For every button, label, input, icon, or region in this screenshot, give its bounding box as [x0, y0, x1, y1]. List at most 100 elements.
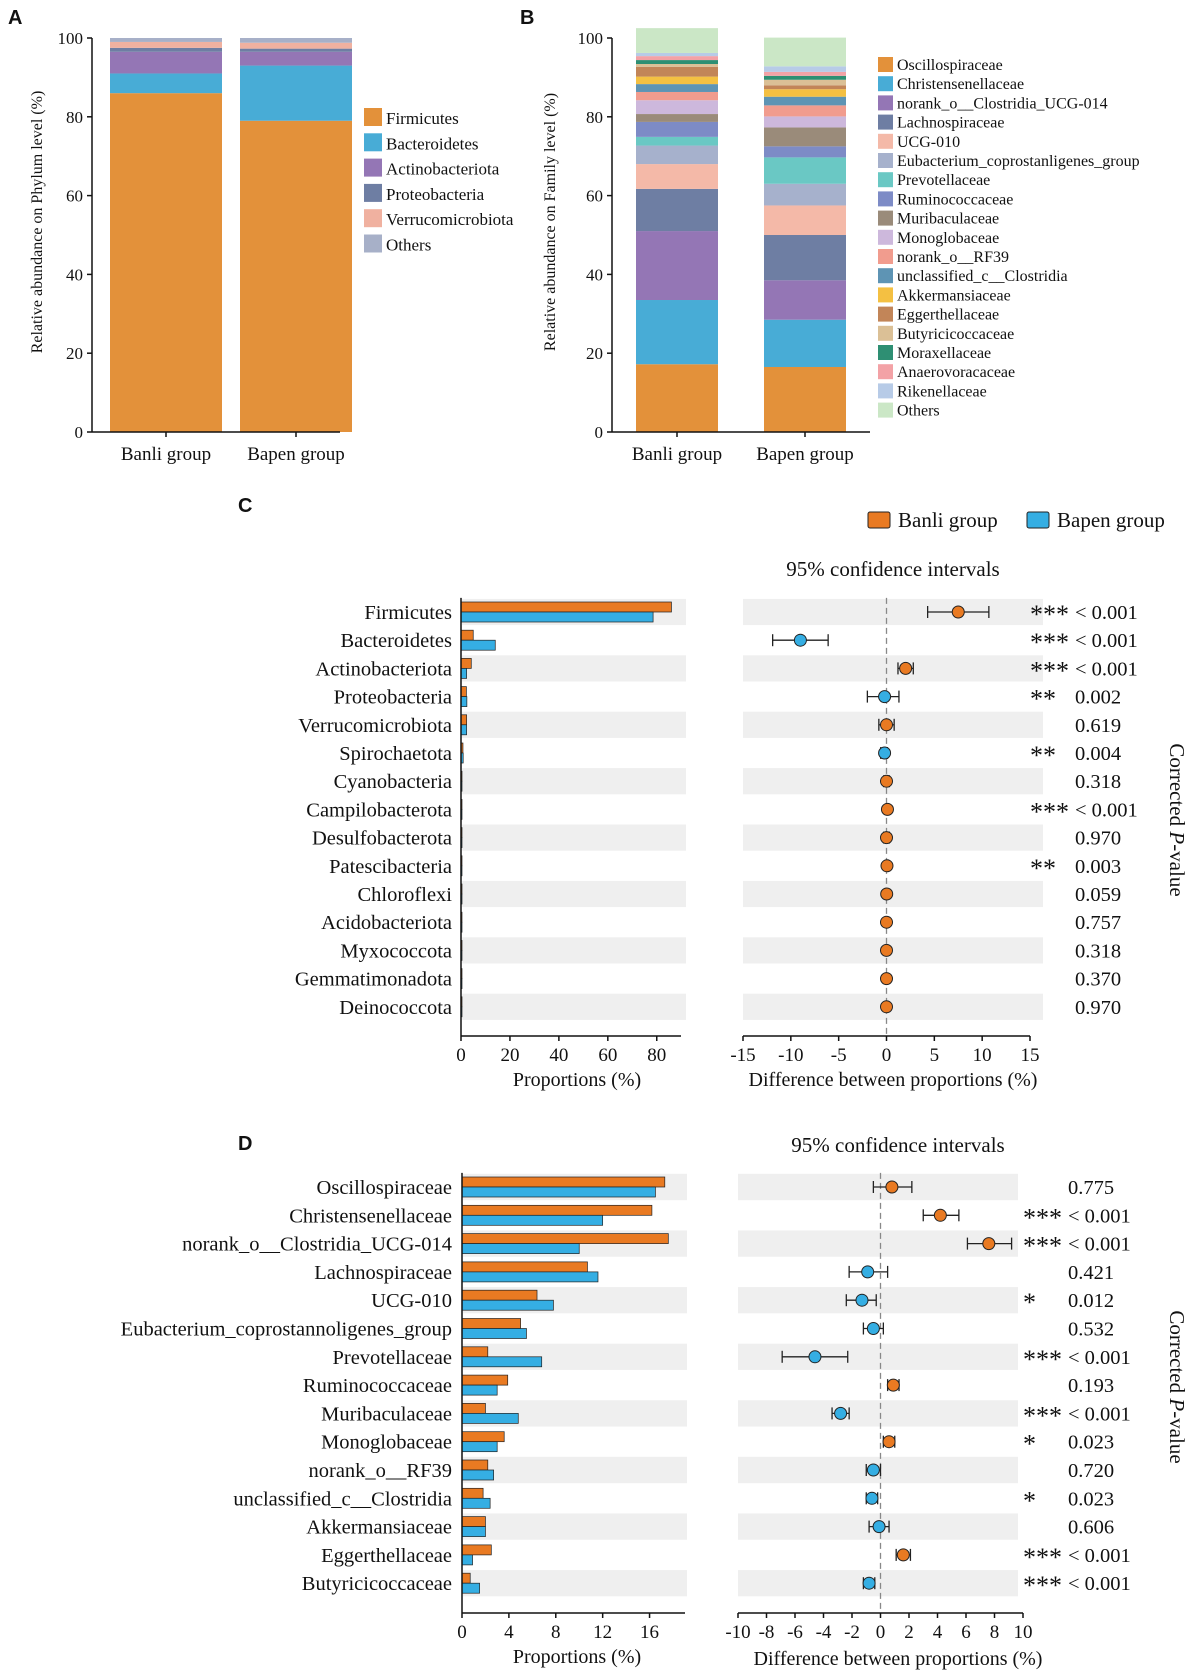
p-value: < 0.001 [1068, 1573, 1131, 1595]
legend-label-norank-o-rf39: norank_o__RF39 [897, 249, 1009, 266]
bar-x-tick-label: 4 [504, 1622, 514, 1643]
bar-segment-others [764, 37, 846, 67]
bar-segment-oscillospiraceae [764, 366, 846, 432]
bar-segment-prevotellaceae [764, 157, 846, 184]
legend-swatch-unclassified-c-clostridia [878, 268, 893, 284]
taxon-label: Chloroflexi [357, 884, 452, 906]
bar-segment-ucg-010 [764, 205, 846, 235]
p-value: 0.012 [1068, 1290, 1114, 1312]
p-value: 0.023 [1068, 1488, 1114, 1510]
panel-letter-d: D [238, 1133, 252, 1155]
diff-point [933, 1208, 947, 1222]
row-band [462, 880, 686, 908]
taxon-label: Bacteroidetes [340, 630, 452, 652]
y-tick-label: 20 [586, 344, 603, 363]
legend-label-firmicutes: Firmicutes [386, 109, 459, 128]
taxon-label: Lachnospiraceae [314, 1262, 452, 1284]
bar-segment-firmicutes [240, 120, 352, 433]
p-value: 0.619 [1075, 715, 1121, 737]
taxon-label: Desulfobacterota [312, 828, 452, 850]
bar-segment-bacteroidetes [240, 65, 352, 121]
panel-d-chart: Oscillospiraceae 0.775 Christensenellaceae… [121, 1172, 1131, 1643]
diff-point [880, 943, 893, 957]
ci-x-tick-label: 0 [882, 1045, 892, 1066]
p-value: 0.421 [1068, 1262, 1114, 1284]
ci-x-tick-label: -15 [730, 1045, 755, 1066]
p-value: 0.023 [1068, 1432, 1114, 1454]
diff-point [880, 915, 893, 929]
legend-label-verrucomicrobiota: Verrucomicrobiota [386, 210, 514, 229]
bar-bapen [461, 1243, 580, 1254]
bar-segment-anaerovoracaceae [764, 71, 846, 76]
significance-stars: *** [1030, 797, 1069, 826]
bar-segment-lachnospiraceae [764, 235, 846, 281]
diff-point [878, 690, 892, 704]
bar-bapen [461, 1328, 527, 1339]
legend-swatch-eggerthellaceae [878, 306, 893, 322]
bar-segment-rikenellaceae [636, 52, 718, 57]
legend-swatch-lachnospiraceae [878, 114, 893, 130]
p-value: 0.720 [1068, 1460, 1114, 1482]
bar-segment-proteobacteria [240, 48, 352, 52]
significance-stars: ** [1030, 685, 1056, 714]
panel-c-legend: Banli group Bapen group [867, 508, 1165, 532]
diff-point [951, 605, 965, 619]
legend-swatch-eubacterium-coprostanligenes-group [878, 153, 893, 168]
legend-label-ucg-010: UCG-010 [897, 134, 960, 151]
ci-x-tick-label: 15 [1021, 1045, 1040, 1066]
ci-x-tick-label: 6 [961, 1622, 971, 1643]
y-tick-label: 100 [578, 29, 604, 48]
ci-x-tick-label: -5 [831, 1045, 847, 1066]
ci-x-tick-label: 2 [904, 1622, 914, 1643]
significance-stars: *** [1023, 1401, 1062, 1430]
bar-banli [461, 1487, 484, 1499]
p-value: 0.532 [1068, 1319, 1114, 1341]
bar-banli [460, 686, 467, 697]
bar-bapen [461, 1554, 473, 1566]
legend-label-akkermansiaceae: Akkermansiaceae [897, 287, 1011, 304]
taxon-label: Firmicutes [364, 602, 452, 624]
bar-segment-christensenellaceae [764, 319, 846, 367]
taxon-label: Spirochaetota [339, 743, 452, 765]
bar-bapen [461, 1582, 480, 1594]
bar-segment-norank-o-rf39 [636, 91, 718, 101]
diff-point [861, 1265, 875, 1279]
ci-x-tick-label: 8 [990, 1622, 1000, 1643]
taxon-label: Verrucomicrobiota [298, 715, 452, 737]
taxon-label: Myxococcota [340, 940, 452, 962]
diff-point [855, 1293, 869, 1307]
bar-segment-butyricicoccaceae [636, 64, 718, 67]
significance-stars: ** [1030, 741, 1056, 770]
bar-banli [461, 1318, 521, 1329]
diff-point [793, 633, 807, 647]
p-value: 0.059 [1075, 884, 1121, 906]
legend-swatch-proteobacteria [364, 183, 382, 202]
p-value: 0.970 [1075, 828, 1121, 850]
side-label-part: P [1165, 1397, 1189, 1411]
bar-segment-lachnospiraceae [636, 188, 718, 232]
taxon-label: Christensenellaceae [289, 1205, 452, 1227]
legend-label-norank-o-clostridia-ucg-014: norank_o__Clostridia_UCG-014 [897, 95, 1108, 112]
row-band [463, 1513, 687, 1540]
taxon-label: Monoglobaceae [321, 1432, 452, 1454]
diff-point [880, 972, 893, 986]
panel-c-bar-xlabel: Proportions (%) [513, 1069, 641, 1091]
panel-d-bar-xlabel: Proportions (%) [513, 1646, 641, 1668]
p-value: 0.318 [1075, 940, 1121, 962]
bar-segment-eubacterium-coprostanligenes-group [764, 183, 846, 206]
taxon-label: Muribaculaceae [321, 1403, 452, 1425]
bar-bapen [461, 1441, 498, 1453]
diff-point [862, 1576, 876, 1590]
panel-letter-a: A [8, 7, 22, 29]
bar-banli [461, 1572, 471, 1584]
diff-point [880, 831, 893, 845]
bar-segment-ruminococcaceae [764, 146, 846, 158]
row-band [743, 598, 1043, 626]
y-tick-label: 60 [66, 187, 83, 206]
bar-segment-eggerthellaceae [636, 66, 718, 77]
diff-point [808, 1350, 822, 1364]
legend-swatch-others [364, 234, 382, 253]
legend-label-butyricicoccaceae: Butyricicoccaceae [897, 326, 1014, 343]
significance-stars: *** [1023, 1232, 1062, 1261]
bar-segment-others [240, 38, 352, 43]
